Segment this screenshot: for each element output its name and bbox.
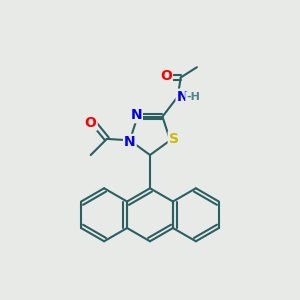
Text: S: S [169, 132, 179, 146]
Text: -H: -H [186, 92, 200, 102]
Text: N: N [177, 90, 188, 104]
Text: N: N [124, 135, 136, 149]
Text: O: O [160, 69, 172, 83]
Text: N: N [130, 108, 142, 122]
Text: O: O [85, 116, 97, 130]
